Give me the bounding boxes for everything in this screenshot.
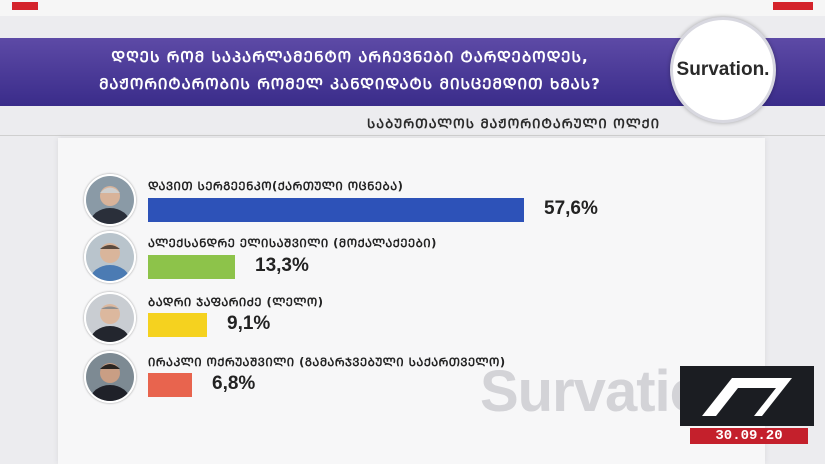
divider xyxy=(0,135,825,136)
survation-watermark: Survatio xyxy=(480,359,705,424)
vote-percent: 6,8% xyxy=(212,373,256,394)
candidate-photo xyxy=(84,292,136,344)
vote-percent: 13,3% xyxy=(255,255,309,276)
vote-bar xyxy=(148,373,192,397)
candidate-name: ᲑᲐᲓᲠᲘ ᲯᲐᲤᲐᲠᲘᲫᲔ (ᲚᲔᲚᲝ) xyxy=(148,295,324,309)
vote-percent: 9,1% xyxy=(227,313,271,334)
results-panel xyxy=(58,138,765,464)
candidate-name: ᲐᲚᲔᲥᲡᲐᲜᲓᲠᲔ ᲔᲚᲘᲡᲐᲨᲕᲘᲚᲘ (ᲛᲝᲥᲐᲚᲐᲥᲔᲔᲑᲘ) xyxy=(148,236,437,250)
district-subtitle: ᲡᲐᲑᲣᲠᲗᲐᲚᲝᲡ ᲛᲐᲟᲝᲠᲘᲢᲐᲠᲣᲚᲘ ᲝᲚᲥᲘ xyxy=(367,117,660,132)
survation-logo: Survation. xyxy=(670,17,776,123)
top-strip xyxy=(0,0,825,16)
vote-bar xyxy=(148,313,207,337)
channel-logo xyxy=(680,366,814,426)
vote-bar xyxy=(148,255,235,279)
vote-bar xyxy=(148,198,524,222)
question-line-1: ᲓᲦᲔᲡ ᲠᲝᲛ ᲡᲐᲞᲐᲠᲚᲐᲛᲔᲜᲢᲝ ᲐᲠᲩᲔᲕᲜᲔᲑᲘ ᲢᲐᲠᲓᲔᲑᲝᲓ… xyxy=(111,48,589,66)
candidate-name: ᲘᲠᲐᲙᲚᲘ ᲝᲥᲠᲣᲐᲨᲕᲘᲚᲘ (ᲒᲐᲛᲐᲠᲯᲕᲔᲑᲣᲚᲘ ᲡᲐᲥᲐᲠᲗᲕᲔ… xyxy=(148,355,506,369)
vote-percent: 57,6% xyxy=(544,198,598,219)
tv-red-marker xyxy=(12,2,38,10)
candidate-photo xyxy=(84,174,136,226)
broadcast-date: 30.09.20 xyxy=(690,428,808,444)
candidate-photo xyxy=(84,351,136,403)
candidate-name: ᲓᲐᲕᲘᲗ ᲡᲔᲠᲒᲔᲔᲜᲙᲝ(ᲥᲐᲠᲗᲣᲚᲘ ᲝᲪᲜᲔᲑᲐ) xyxy=(148,179,404,193)
tv-red-marker xyxy=(773,2,813,10)
question-line-2: ᲛᲐᲟᲝᲠᲘᲢᲐᲠᲝᲑᲘᲡ ᲠᲝᲛᲔᲚ ᲙᲐᲜᲓᲘᲓᲐᲢᲡ ᲛᲘᲡᲪᲔᲛᲓᲘᲗ … xyxy=(99,75,601,93)
candidate-photo xyxy=(84,231,136,283)
survation-logo-text: Survation. xyxy=(676,59,770,80)
